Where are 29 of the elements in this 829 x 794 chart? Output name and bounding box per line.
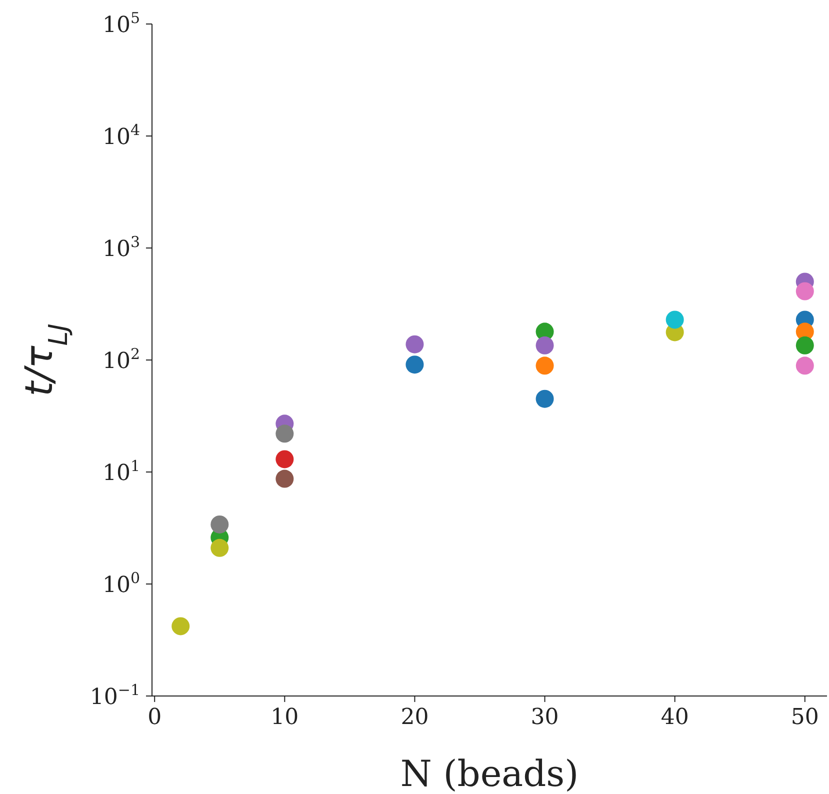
y-tick-label: 10$^{0}$ <box>102 569 140 598</box>
y-tick-label: 10$^{1}$ <box>102 457 140 486</box>
y-tick-label: 10$^{2}$ <box>102 345 140 374</box>
point <box>210 538 229 557</box>
point <box>536 356 554 375</box>
point <box>406 356 424 374</box>
x-tick-label: 30 <box>530 705 559 730</box>
point <box>276 450 294 468</box>
point <box>796 336 814 354</box>
x-tick-label: 20 <box>400 705 429 730</box>
y-tick-label: 10$^{5}$ <box>102 9 140 38</box>
point <box>276 470 294 488</box>
y-tick-label: 10$^{3}$ <box>102 233 140 262</box>
x-tick-label: 0 <box>148 705 162 730</box>
x-tick-label: 50 <box>790 705 819 730</box>
x-tick-label: 10 <box>270 705 299 730</box>
y-tick-label: 10$^{4}$ <box>102 121 140 150</box>
point <box>210 515 229 534</box>
x-axis-title: N (beads) <box>400 754 579 794</box>
x-tick-label: 40 <box>660 705 689 730</box>
point <box>666 310 684 329</box>
point <box>406 335 424 354</box>
point <box>796 282 814 300</box>
point <box>276 424 294 443</box>
point <box>172 617 190 636</box>
point <box>536 390 554 408</box>
point <box>536 336 554 354</box>
point <box>796 356 814 375</box>
y-tick-label: 10$^{−1}$ <box>90 681 140 710</box>
